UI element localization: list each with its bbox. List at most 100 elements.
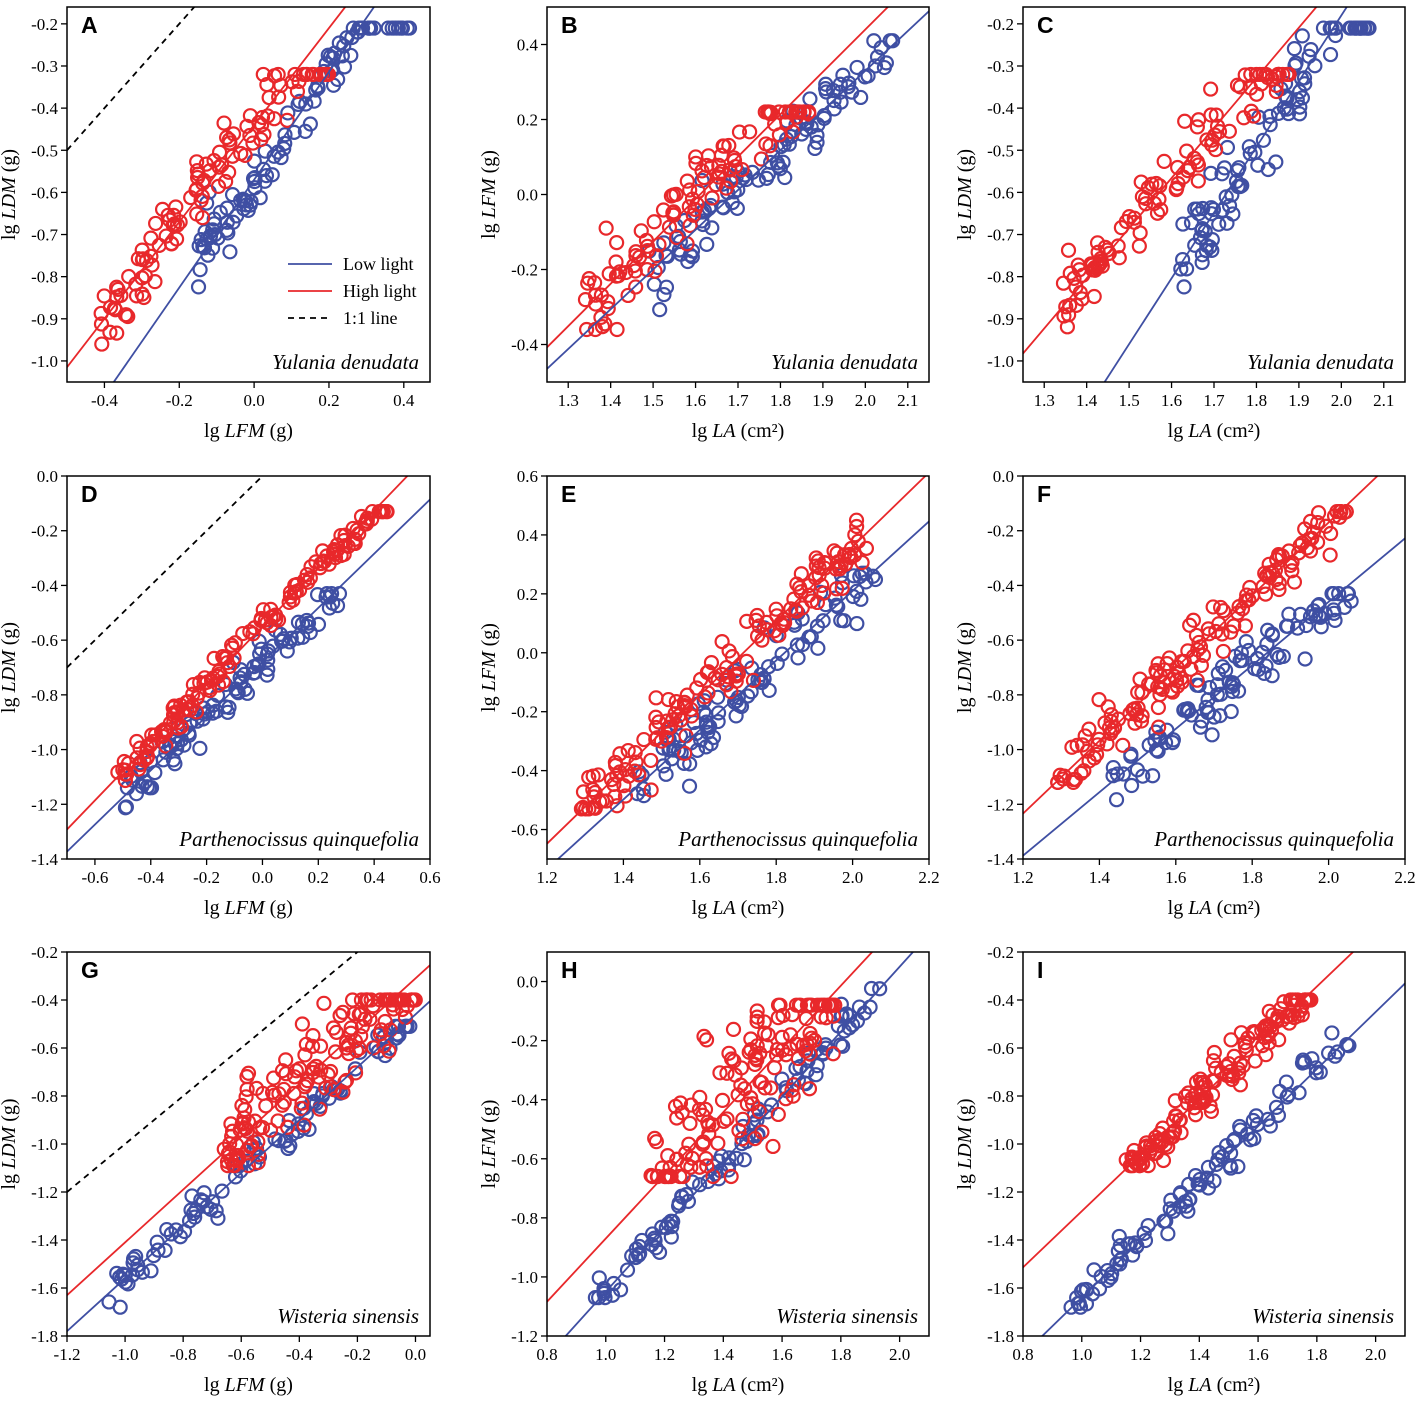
- low-light-fit-line: [556, 520, 929, 859]
- high-light-point: [814, 577, 830, 594]
- low-light-point: [863, 980, 880, 997]
- high-light-point: [789, 603, 805, 619]
- low-light-point: [1123, 777, 1140, 794]
- high-light-point: [718, 180, 734, 196]
- low-light-point: [853, 591, 869, 607]
- high-light-point: [1302, 513, 1319, 529]
- high-light-point: [609, 798, 625, 814]
- low-light-point: [225, 214, 241, 230]
- x-tick-label: 2.0: [889, 1345, 910, 1364]
- high-light-point: [294, 1016, 310, 1032]
- ref-line: [67, 476, 264, 669]
- high-light-point: [1291, 545, 1307, 561]
- low-light-point: [830, 599, 846, 615]
- high-light-point: [222, 1136, 238, 1152]
- x-tick-label: 2.2: [1394, 868, 1415, 887]
- high-light-point: [721, 137, 737, 154]
- high-light-point: [1237, 618, 1253, 634]
- high-light-point: [771, 127, 788, 143]
- high-light-point: [731, 124, 748, 140]
- x-tick-label: 0.8: [536, 1345, 557, 1364]
- high-light-point: [608, 254, 624, 270]
- high-light-point: [1150, 699, 1166, 716]
- x-tick-label: 1.2: [536, 868, 557, 887]
- x-axis-label-prefix: lg: [692, 1374, 713, 1396]
- high-light-point: [1151, 1138, 1167, 1154]
- axes-frame: [1022, 475, 1406, 860]
- high-light-point: [661, 219, 678, 235]
- high-light-point: [1083, 256, 1099, 272]
- low-light-point: [628, 1249, 644, 1266]
- high-light-point: [849, 518, 865, 535]
- x-tick-label: -0.2: [166, 391, 193, 410]
- x-axis-label: lg LFM (g): [204, 897, 293, 919]
- high-light-point: [718, 677, 735, 693]
- low-light-point: [658, 766, 674, 782]
- low-light-point: [1230, 1158, 1246, 1175]
- panel-letter: G: [81, 957, 99, 983]
- low-light-point: [1250, 661, 1266, 678]
- panel-letter: A: [81, 12, 98, 38]
- x-tick-label: 2.0: [1318, 868, 1339, 887]
- low-light-point: [245, 171, 262, 187]
- high-light-point: [1271, 1032, 1287, 1048]
- high-light-point: [739, 653, 755, 669]
- high-light-point: [617, 788, 634, 804]
- low-light-point: [866, 33, 882, 49]
- low-light-point: [192, 740, 208, 756]
- high-light-point: [770, 997, 787, 1013]
- high-light-point: [792, 997, 809, 1013]
- panel-letter: B: [561, 12, 578, 38]
- panel-B: 1.3 1.4 1.5 1.6 1.7 1.8 1.9 2.0 2.1 -0.4 -0.2 0.0 0.…: [478, 6, 930, 442]
- high-light-point: [1279, 66, 1295, 83]
- low-light-point: [343, 47, 359, 64]
- x-tick-label: 1.8: [1242, 868, 1263, 887]
- high-light-point: [712, 1065, 728, 1081]
- low-light-point: [1232, 178, 1248, 195]
- x-axis-label-unit: (g): [265, 1374, 293, 1396]
- low-light-point: [761, 682, 777, 699]
- x-tick-label: -0.8: [170, 1345, 197, 1364]
- high-light-point: [237, 147, 253, 163]
- high-light-point: [668, 693, 684, 710]
- y-axis-label: lg LDM (g): [954, 1098, 976, 1189]
- high-light-point: [348, 1042, 365, 1059]
- x-axis-label-unit: (cm²): [1212, 1374, 1261, 1396]
- high-light-point: [1052, 767, 1068, 783]
- x-tick-label: 1.0: [1071, 1345, 1092, 1364]
- plot-area: [1023, 7, 1377, 382]
- high-light-point: [1160, 1129, 1176, 1145]
- high-light-point: [1153, 202, 1169, 218]
- low-light-point: [1108, 792, 1125, 808]
- y-tick-label: -1.4: [987, 1231, 1014, 1250]
- low-light-point: [1279, 1089, 1295, 1105]
- low-light-point: [1160, 1226, 1176, 1242]
- low-light-point: [272, 626, 289, 642]
- x-axis-label: lg LA (cm²): [692, 420, 785, 442]
- low-light-point: [1140, 1218, 1156, 1234]
- low-light-point: [1192, 719, 1209, 735]
- x-tick-label: 0.0: [243, 391, 264, 410]
- high-light-point: [677, 745, 693, 761]
- low-light-point: [828, 597, 844, 613]
- x-axis-label: lg LA (cm²): [1168, 897, 1261, 919]
- high-light-point: [225, 126, 242, 142]
- low-light-point: [206, 211, 222, 227]
- high-light-point: [696, 1028, 712, 1044]
- y-tick-label: -0.6: [987, 183, 1014, 202]
- high-light-point: [1127, 715, 1143, 731]
- low-light-point: [841, 75, 857, 91]
- low-light-point: [185, 1205, 202, 1222]
- low-light-point: [1103, 1269, 1119, 1285]
- high-light-point: [1127, 701, 1143, 717]
- low-light-point: [1183, 707, 1199, 723]
- high-light-point: [665, 205, 681, 221]
- high-light-point: [1215, 643, 1231, 660]
- low-light-point: [280, 1140, 296, 1157]
- high-light-point: [262, 1122, 279, 1138]
- x-axis-label-variable: LA: [1187, 420, 1212, 442]
- x-tick-label: 1.2: [1130, 1345, 1151, 1364]
- high-light-point: [701, 1117, 717, 1133]
- high-light-point: [658, 729, 675, 746]
- high-light-point: [1246, 108, 1262, 124]
